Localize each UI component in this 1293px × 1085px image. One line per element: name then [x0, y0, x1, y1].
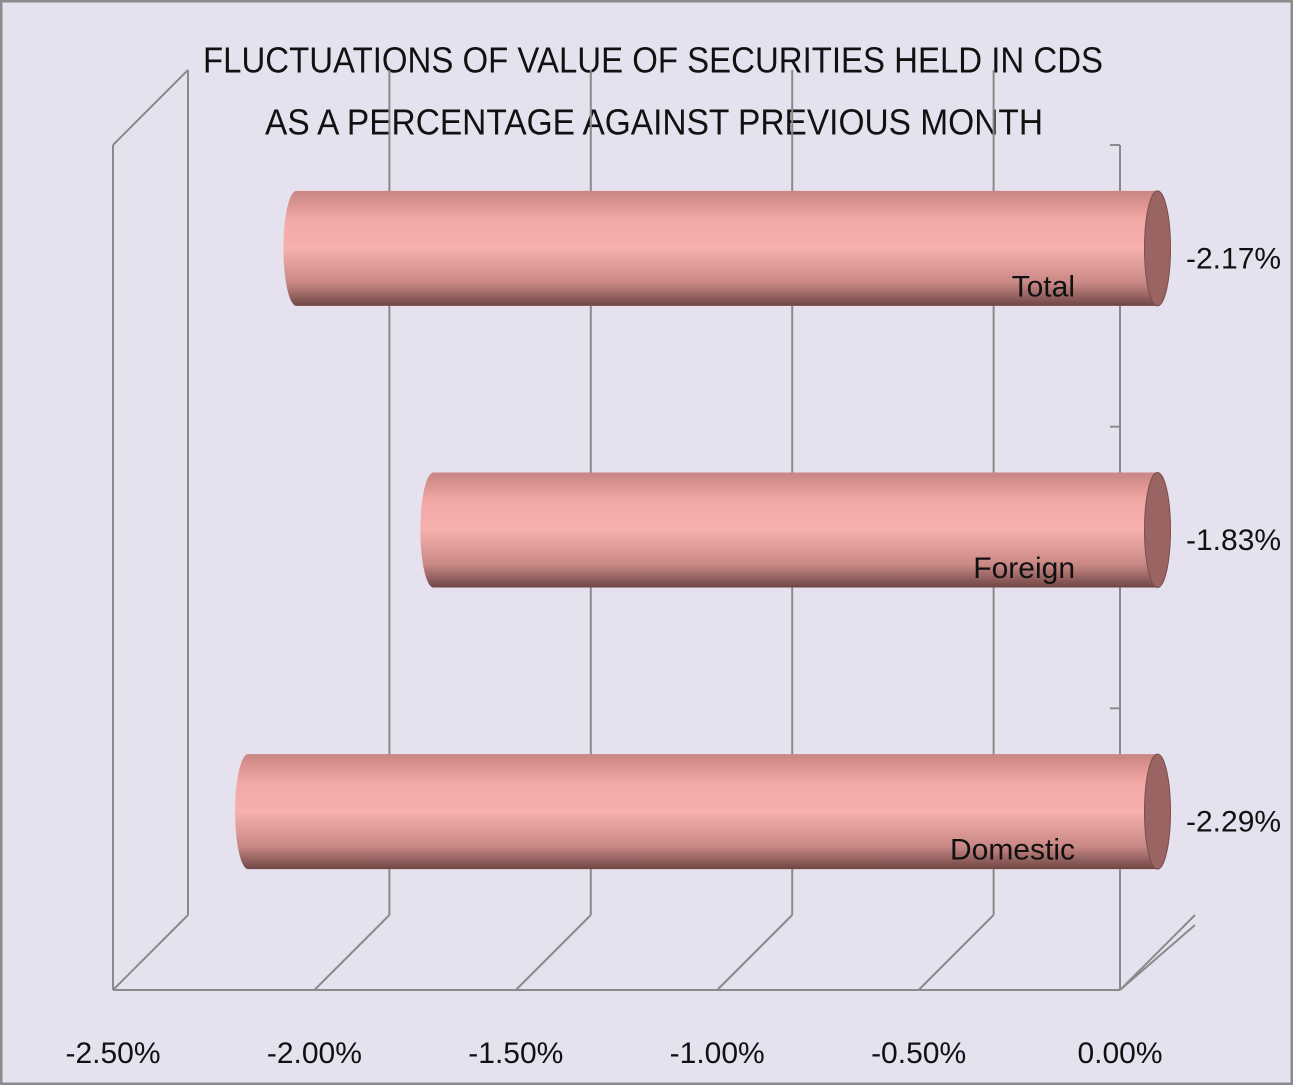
grid-line — [112, 914, 189, 991]
grid-line — [515, 914, 592, 991]
grid-line — [716, 914, 793, 991]
grid-line — [1119, 914, 1196, 991]
category-label: Domestic — [950, 834, 1075, 867]
grid-line — [917, 914, 995, 991]
bar — [283, 190, 1158, 306]
bar — [420, 472, 1158, 588]
bar-cap — [1144, 472, 1171, 588]
x-tick-label: 0.00% — [1077, 1037, 1162, 1070]
x-tick-label: -1.00% — [670, 1037, 765, 1070]
chart-title: FLUCTUATIONS OF VALUE OF SECURITIES HELD… — [203, 40, 1103, 81]
category-label: Total — [1012, 270, 1075, 303]
bar — [235, 754, 1158, 870]
chart-title: AS A PERCENTAGE AGAINST PREVIOUS MONTH — [265, 102, 1043, 143]
x-tick-label: -0.50% — [871, 1037, 966, 1070]
x-tick-label: -2.00% — [267, 1037, 362, 1070]
bar-cap — [1144, 190, 1171, 307]
value-label: -1.83% — [1186, 524, 1281, 557]
x-tick-label: -2.50% — [65, 1037, 160, 1070]
grid-line — [313, 914, 391, 991]
category-label: Foreign — [973, 552, 1075, 585]
bar-cap — [1144, 753, 1171, 870]
value-label: -2.29% — [1186, 806, 1281, 839]
value-label: -2.17% — [1186, 242, 1281, 275]
x-tick-label: -1.50% — [468, 1037, 563, 1070]
